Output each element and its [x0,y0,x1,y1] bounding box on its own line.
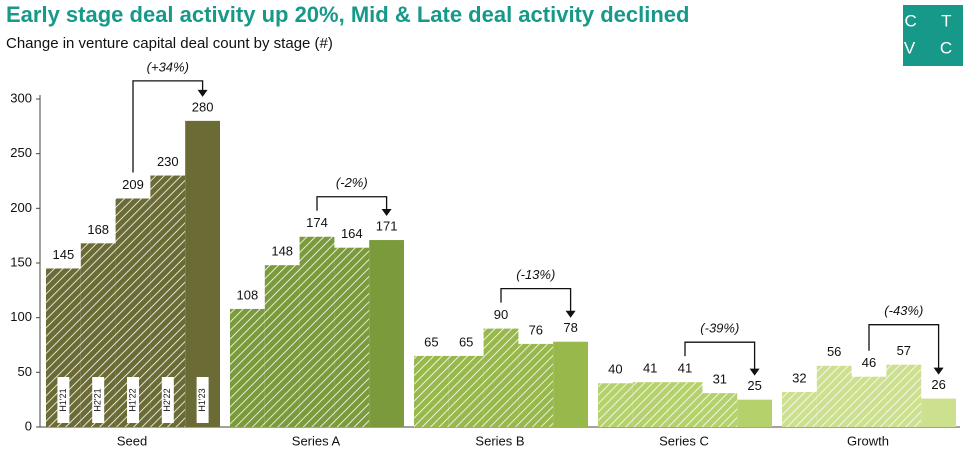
value-label: 164 [341,226,363,241]
y-tick-label: 100 [10,309,32,324]
bar [598,383,633,427]
period-label-box [127,377,139,423]
value-label: 31 [713,372,727,387]
value-label: 40 [608,362,622,377]
change-bracket [684,341,756,370]
value-label: 32 [792,370,806,385]
value-label: 46 [862,355,876,370]
logo-box [903,5,963,66]
value-label: 56 [827,344,841,359]
y-tick-label: 150 [10,254,32,269]
bar [448,355,484,427]
value-label: 41 [678,361,692,376]
bar [553,341,588,427]
period-label: H2'22 [162,388,172,411]
value-label: 90 [494,307,508,322]
x-tick-label: Growth [847,433,889,448]
arrow-head [749,368,760,376]
logo-text: V C [904,38,962,57]
change-label: (-2%) [336,175,368,190]
period-label-box [92,377,105,423]
y-tick-label: 200 [10,200,32,215]
bar [782,392,817,427]
arrow-head [565,310,576,318]
bar [369,240,404,427]
value-label: 148 [271,244,293,259]
bar [667,382,703,427]
value-label: 209 [122,177,144,192]
arrow-head [933,367,944,375]
period-label-box [161,377,174,423]
bar [230,308,265,427]
value-label: 280 [192,99,214,114]
value-label: 65 [459,334,473,349]
value-label: 25 [747,378,761,393]
bar [816,365,852,427]
value-label: 78 [563,320,577,335]
x-tick-label: Series A [292,433,341,448]
value-label: 108 [237,287,259,302]
y-tick-label: 0 [25,418,32,433]
change-bracket [500,287,572,312]
period-label-box [196,377,209,423]
bar [414,355,449,427]
change-label: (-13%) [516,267,555,282]
value-label: 168 [87,222,109,237]
value-label: 145 [53,247,75,262]
period-label: H1'21 [58,388,68,411]
bar [264,265,300,427]
value-label: 171 [376,218,398,233]
bar [299,236,335,427]
bar [921,398,956,427]
value-label: 65 [424,334,438,349]
bar [334,247,370,427]
value-label: 57 [897,343,911,358]
arrow-head [197,89,208,97]
change-label: (-43%) [884,303,923,318]
period-label: H1'22 [127,388,137,411]
bar [886,364,922,427]
x-tick-label: Seed [117,433,147,448]
value-label: 174 [306,215,328,230]
logo-text: C T [904,11,961,30]
y-tick-label: 250 [10,145,32,160]
arrow-head [381,209,392,217]
chart-title: Early stage deal activity up 20%, Mid & … [6,2,689,27]
bar [185,120,220,427]
x-tick-label: Series C [659,433,709,448]
bar [702,393,738,427]
change-bracket [316,196,388,211]
chart-subtitle: Change in venture capital deal count by … [6,35,333,52]
value-label: 230 [157,154,179,169]
change-bracket [868,324,940,369]
bar [483,328,519,427]
bar [851,376,887,427]
period-label-box [57,377,70,423]
value-label: 76 [529,322,543,337]
y-tick-label: 300 [10,90,32,105]
value-label: 26 [931,377,945,392]
period-label: H1'23 [197,388,207,411]
change-bracket [132,80,204,173]
bar [737,399,772,427]
period-label: H2'21 [93,388,103,411]
y-tick-label: 50 [18,364,32,379]
bar [518,343,554,427]
x-tick-label: Series B [475,433,524,448]
change-label: (-39%) [700,321,739,336]
value-label: 41 [643,361,657,376]
change-label: (+34%) [147,59,189,74]
bar [632,382,668,427]
